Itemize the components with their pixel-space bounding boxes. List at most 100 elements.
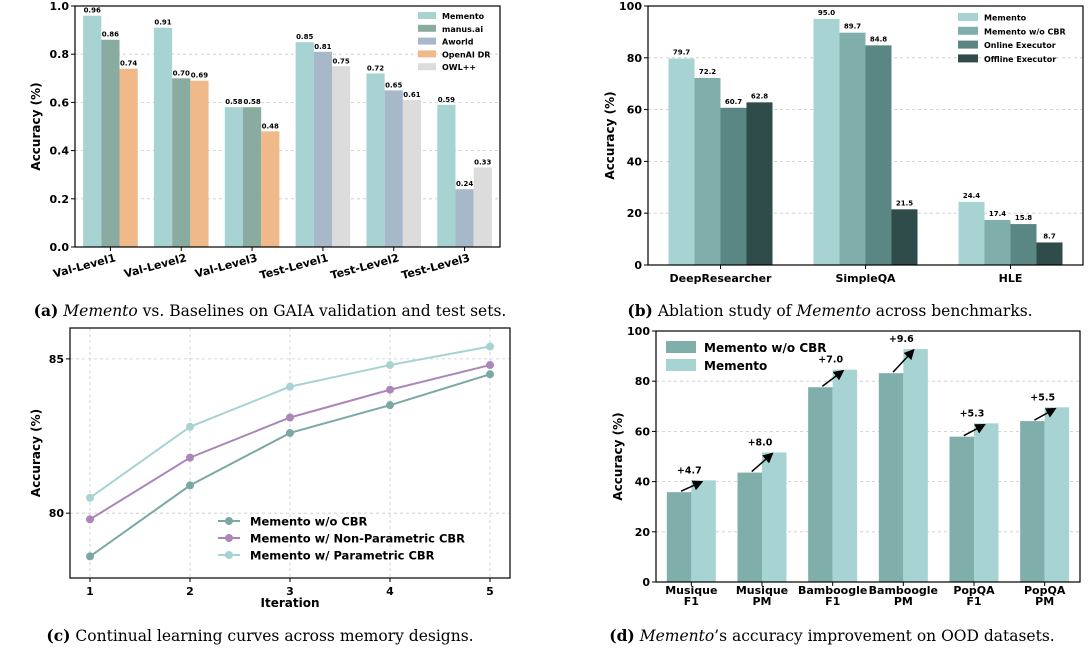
legend-marker <box>225 534 233 542</box>
delta-label: +9.6 <box>889 334 914 345</box>
bar <box>101 39 120 247</box>
data-label: 84.8 <box>870 35 887 43</box>
y-tick-label: 20 <box>635 526 651 539</box>
bar <box>974 423 999 582</box>
x-tick-label: Val-Level3 <box>193 251 258 280</box>
caption-part: vs. Baselines on GAIA validation and tes… <box>138 302 507 320</box>
bar <box>762 452 787 582</box>
improvement-arrow <box>1034 407 1057 421</box>
delta-label: +4.7 <box>677 465 702 476</box>
data-label: 0.91 <box>154 19 171 27</box>
bar <box>903 349 928 582</box>
legend-entry: Memento w/ Parametric CBR <box>250 549 435 563</box>
legend-entry: OWL++ <box>442 63 476 72</box>
bar <box>437 104 456 247</box>
x-tick-label: Test-Level3 <box>400 251 471 282</box>
legend-entry: Memento w/o CBR <box>984 27 1066 36</box>
bar <box>366 73 385 247</box>
data-label: 62.8 <box>751 92 768 100</box>
data-label: 0.96 <box>84 7 101 15</box>
data-point <box>86 552 94 561</box>
bar <box>1010 224 1037 265</box>
data-label: 24.4 <box>963 192 980 200</box>
y-axis-label: Accuracy (%) <box>603 91 617 179</box>
y-tick-label: 100 <box>627 325 650 338</box>
x-tick-label: 4 <box>386 585 394 598</box>
caption-part: (d) <box>609 626 635 645</box>
data-label: 0.33 <box>474 158 491 166</box>
y-tick-label: 0 <box>642 576 650 589</box>
x-tick-label: Test-Level1 <box>258 251 329 282</box>
panel-a: 0.0 0.2 0.4 0.6 0.8 1.0 Accuracy (%) 0.96 0.86 0.… <box>29 0 501 282</box>
data-point <box>186 481 194 490</box>
delta-label: +7.0 <box>818 355 843 366</box>
panel-b: 0 20 40 60 80 100 Accuracy (%) 79.7 72.2 60.7 62.8… <box>603 0 1084 285</box>
bar <box>455 189 474 247</box>
x-tick-label-line: PM <box>752 595 771 608</box>
caption-part: (c) <box>46 626 70 645</box>
legend-swatch <box>958 26 978 35</box>
bar <box>720 107 747 265</box>
bar <box>1036 242 1063 265</box>
x-tick-label-line: Musique <box>665 584 717 597</box>
data-point <box>86 515 94 524</box>
legend-swatch <box>418 37 436 45</box>
y-tick-label: 0.6 <box>50 96 70 109</box>
legend-marker <box>225 517 233 525</box>
legend-swatch <box>418 63 436 71</box>
data-label: 0.65 <box>385 81 402 89</box>
legend-entry: Aworld <box>442 38 474 47</box>
data-label: 60.7 <box>725 98 742 106</box>
y-tick-label: 80 <box>49 507 65 520</box>
data-point <box>286 382 294 391</box>
series-line <box>89 345 491 499</box>
improvement-arrow <box>963 423 986 437</box>
delta-label: +5.5 <box>1030 392 1055 403</box>
panel-c: 1 2 3 4 5 80 85 Iteration Accuracy (%) Memento w/… <box>29 327 511 610</box>
data-label: 0.59 <box>438 96 455 104</box>
legend-swatch <box>958 54 978 63</box>
x-tick-label: 5 <box>486 585 494 598</box>
x-tick-label: PopQA F1 <box>953 584 995 608</box>
legend-entry: Memento <box>704 359 767 373</box>
y-tick-label: 80 <box>635 375 651 388</box>
x-tick-label: HLE <box>999 272 1023 285</box>
legend-entry: Memento <box>442 12 485 21</box>
data-point <box>486 342 494 351</box>
bar <box>891 209 918 265</box>
legend-entry: Memento w/ Non-Parametric CBR <box>250 532 465 546</box>
legend-entry: Online Executor <box>984 41 1056 50</box>
x-tick-label-line: Musique <box>736 584 788 597</box>
data-label: 89.7 <box>844 23 861 31</box>
legend-swatch <box>418 50 436 58</box>
data-point <box>286 428 294 437</box>
data-label: 79.7 <box>673 49 690 57</box>
plot-frame <box>647 5 1084 266</box>
x-tick-label: 1 <box>86 585 94 598</box>
data-label: 0.75 <box>332 57 349 65</box>
bar <box>242 107 262 247</box>
x-tick-label-line: PM <box>1035 595 1054 608</box>
data-label: 0.58 <box>243 98 260 106</box>
x-tick-label: Val-Level1 <box>52 251 117 280</box>
y-tick-label: 0.8 <box>50 48 70 61</box>
caption-part: Memento <box>791 302 870 320</box>
y-tick-label: 0.4 <box>50 145 70 158</box>
bar <box>295 42 314 248</box>
bar <box>958 201 985 265</box>
data-point <box>386 401 394 410</box>
x-tick-label-line: Bamboogle <box>869 584 938 597</box>
data-label: 0.61 <box>403 91 420 99</box>
data-label: 0.48 <box>262 122 279 130</box>
improvement-arrow <box>892 348 915 373</box>
caption-part: Memento <box>635 627 714 645</box>
legend-entry: Memento w/o CBR <box>250 515 368 529</box>
bar <box>1044 407 1070 582</box>
y-axis-label: Accuracy (%) <box>611 412 625 500</box>
data-label: 0.72 <box>367 64 384 72</box>
bar <box>808 387 833 582</box>
delta-label: +5.3 <box>960 408 985 419</box>
data-point <box>386 361 394 370</box>
x-tick-label: DeepResearcher <box>670 272 773 285</box>
